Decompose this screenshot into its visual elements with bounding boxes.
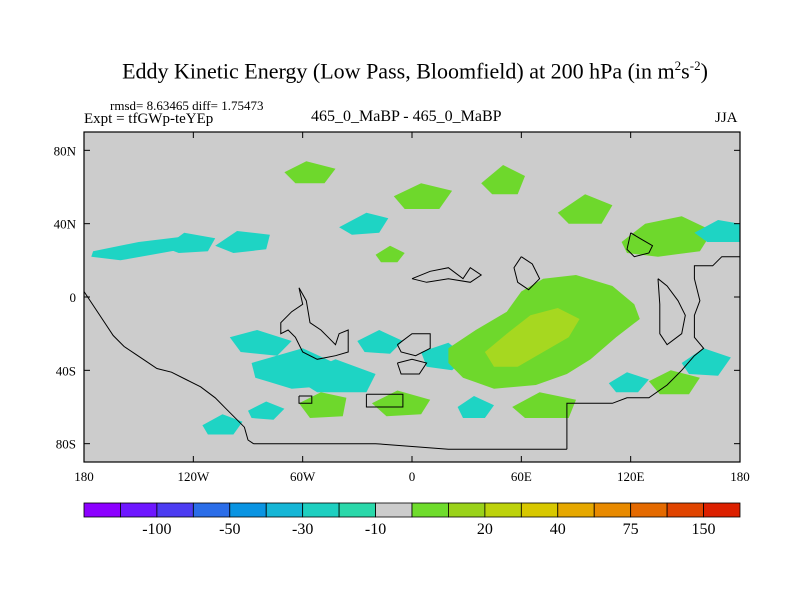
stats-label: rmsd= 8.63465 diff= 1.75473 bbox=[110, 98, 264, 113]
contour-region-high bbox=[371, 390, 431, 417]
colorbar-label: 20 bbox=[477, 521, 493, 538]
coastline-path bbox=[566, 256, 740, 450]
contour-region-low bbox=[202, 414, 243, 435]
contour-region-higher bbox=[484, 308, 580, 367]
x-tick-label: 60E bbox=[511, 469, 532, 484]
x-tick-label: 180 bbox=[730, 469, 750, 484]
colorbar-swatch bbox=[484, 502, 522, 518]
x-tick-label: 120W bbox=[177, 469, 210, 484]
coastline-path bbox=[513, 256, 541, 291]
colorbar-swatch bbox=[448, 502, 486, 518]
colorbar-swatch bbox=[192, 502, 231, 518]
comparison-label: 465_0_MaBP - 465_0_MaBP bbox=[311, 108, 502, 125]
coastline-path bbox=[396, 358, 428, 375]
axes: 180 120W 60W 0 60E 120E 180 80N 40N 0 40S 80S bbox=[54, 131, 750, 484]
contour-fills bbox=[84, 132, 740, 462]
title-mid: s bbox=[681, 58, 690, 84]
colorbar-label: 75 bbox=[623, 521, 639, 538]
colorbar-swatch bbox=[156, 502, 194, 518]
colorbar-swatch bbox=[666, 502, 704, 518]
colorbar-swatch bbox=[338, 502, 376, 518]
contour-region-low bbox=[357, 330, 403, 354]
colorbar-swatch bbox=[593, 502, 632, 518]
colorbar-label: -100 bbox=[142, 521, 171, 538]
y-tick-label: 80S bbox=[56, 437, 76, 452]
colorbar-swatch bbox=[557, 502, 595, 518]
contour-region-high bbox=[393, 183, 453, 209]
contour-region-low bbox=[608, 372, 649, 393]
coastline-path bbox=[365, 393, 404, 408]
colorbar-swatch bbox=[630, 502, 668, 518]
x-tick-label: 0 bbox=[409, 469, 416, 484]
contour-region-low bbox=[248, 401, 285, 420]
coastline-path bbox=[280, 287, 349, 360]
colorbar-label: -30 bbox=[292, 521, 313, 538]
coastline-path bbox=[84, 291, 254, 445]
contour-region-high bbox=[481, 165, 525, 195]
y-tick-label: 0 bbox=[70, 290, 77, 305]
coastline-path bbox=[396, 333, 431, 357]
colorbar-swatch bbox=[265, 502, 304, 518]
chart-title: Eddy Kinetic Energy (Low Pass, Bloomfiel… bbox=[0, 58, 800, 84]
contour-region-low bbox=[91, 236, 185, 261]
coastline-path bbox=[626, 232, 654, 258]
coastline-path bbox=[411, 267, 483, 283]
colorbar-swatch bbox=[120, 502, 158, 518]
contour-region-high bbox=[284, 161, 336, 184]
title-sup2: -2 bbox=[689, 58, 701, 73]
colorbar-swatch bbox=[703, 502, 741, 518]
x-tick-label: 60W bbox=[290, 469, 316, 484]
colorbar-label: -10 bbox=[365, 521, 386, 538]
y-tick-label: 40N bbox=[54, 217, 77, 232]
contour-region-low bbox=[339, 212, 389, 235]
x-tick-label: 120E bbox=[617, 469, 645, 484]
colorbar-swatch bbox=[83, 502, 121, 518]
contour-region-high bbox=[557, 194, 613, 224]
colorbar-label: 150 bbox=[692, 521, 716, 538]
contour-region-high bbox=[299, 392, 347, 418]
colorbar-swatch bbox=[411, 502, 449, 518]
title-sup1: 2 bbox=[674, 58, 682, 73]
coastline-path bbox=[298, 395, 313, 404]
contour-region-high bbox=[375, 245, 405, 263]
contour-region-high bbox=[512, 392, 576, 418]
colorbar-label: -50 bbox=[219, 521, 240, 538]
title-end: ) bbox=[700, 58, 708, 84]
y-tick-label: 40S bbox=[56, 363, 76, 378]
contour-region-low bbox=[681, 348, 731, 376]
colorbar-swatch bbox=[229, 502, 267, 518]
colorbar-swatch bbox=[375, 502, 413, 518]
y-tick-label: 80N bbox=[54, 143, 77, 158]
contour-region-low bbox=[457, 396, 494, 418]
colorbar-swatch bbox=[302, 502, 340, 518]
experiment-label: Expt = tfGWp-teYEp bbox=[84, 111, 214, 127]
colorbar-swatch bbox=[520, 502, 559, 518]
contour-region-low bbox=[694, 220, 740, 242]
contour-region-high bbox=[621, 216, 713, 257]
coastline-path bbox=[657, 278, 686, 346]
season-label: JJA bbox=[715, 110, 738, 126]
contour-region-low bbox=[229, 330, 292, 356]
coastlines bbox=[84, 232, 740, 450]
coastline-path bbox=[253, 443, 567, 450]
x-tick-label: 180 bbox=[74, 469, 94, 484]
contour-region-low bbox=[215, 231, 270, 253]
contour-region-low bbox=[164, 232, 216, 253]
colorbar: -100 -50 -30 -10 20 40 75 150 bbox=[83, 502, 741, 538]
title-main: Eddy Kinetic Energy (Low Pass, Bloomfiel… bbox=[122, 58, 675, 84]
colorbar-label: 40 bbox=[550, 521, 566, 538]
contour-region-low bbox=[293, 359, 376, 393]
